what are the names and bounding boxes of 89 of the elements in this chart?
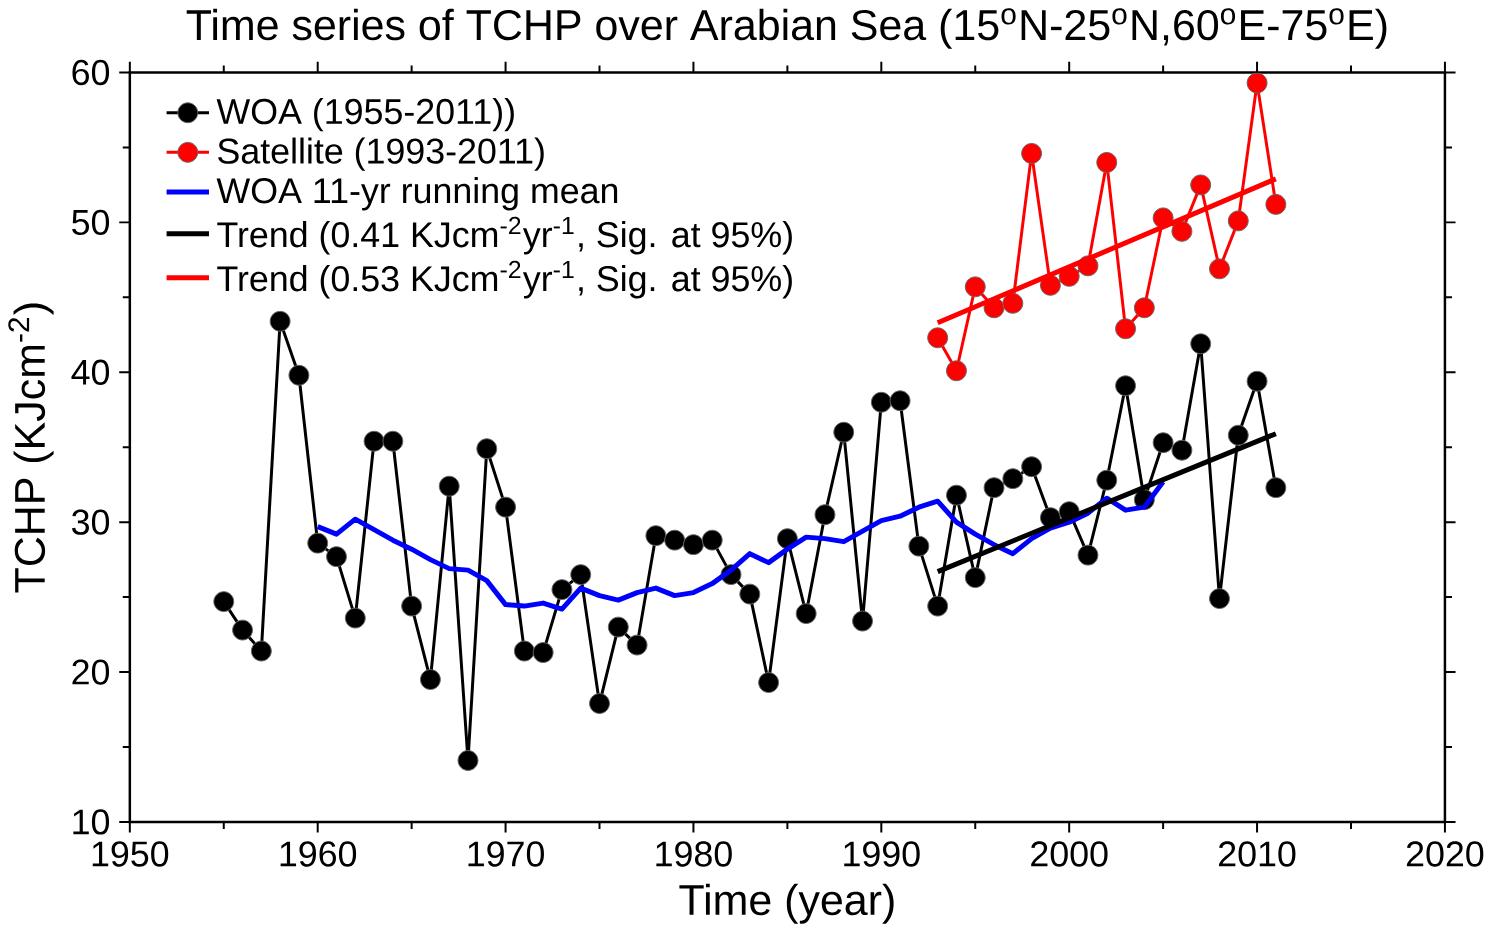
point [833, 421, 855, 443]
x-tick-label: 1980 [656, 841, 732, 867]
point [1190, 174, 1212, 196]
point [664, 529, 686, 551]
point [964, 567, 986, 589]
point [250, 640, 272, 662]
point [1246, 370, 1268, 392]
x-tick-label: 1960 [280, 841, 357, 867]
x-tick-label: 2000 [1031, 841, 1108, 867]
point [1021, 142, 1043, 164]
point [946, 360, 967, 382]
point [326, 546, 347, 568]
point [307, 532, 329, 554]
point [1190, 333, 1212, 355]
point [683, 534, 704, 556]
point [232, 619, 253, 641]
point [889, 390, 911, 412]
point [1209, 258, 1230, 280]
x-axis-title: Time (year) [679, 883, 894, 924]
point [927, 327, 949, 349]
legend-label: Satellite (1993-2011) [218, 137, 544, 171]
point [1171, 439, 1193, 461]
y-tick-label: 20 [72, 659, 110, 685]
x-tick-label: 2010 [1219, 841, 1296, 867]
point [1039, 274, 1061, 296]
point [401, 595, 423, 617]
y-tick-label: 30 [72, 509, 110, 535]
point [1152, 432, 1174, 454]
point [701, 529, 723, 551]
point [908, 535, 930, 557]
point [870, 391, 892, 413]
point [1077, 544, 1099, 566]
point [1115, 318, 1136, 340]
legend-label: WOA 11-yr running mean [216, 177, 618, 211]
point [1115, 375, 1136, 397]
x-tick-label: 1990 [844, 841, 920, 867]
point [213, 591, 235, 613]
x-tick-label: 1950 [92, 841, 169, 867]
point [1227, 424, 1249, 446]
legend-label: WOA (1955-2011)) [216, 97, 514, 132]
chart-title: Time series of TCHP over Arabian Sea (15$^{o}$N-25$^{o}$N,60$^{o}$E-75$^{o}$E) [186, 8, 1387, 49]
y-tick-label: 50 [72, 209, 110, 236]
line-series [315, 479, 1166, 612]
point [1265, 477, 1287, 499]
point [739, 583, 761, 605]
y-tick-label: 60 [72, 59, 110, 86]
point [607, 616, 629, 638]
point [626, 634, 648, 656]
point [363, 430, 385, 452]
point [1096, 469, 1118, 491]
point [645, 525, 667, 547]
point [1171, 220, 1193, 242]
point [1002, 468, 1024, 490]
x-tick-label: 1970 [468, 841, 544, 867]
point [927, 595, 949, 617]
point [964, 276, 986, 298]
point [589, 693, 610, 714]
y-tick-label: 40 [71, 359, 110, 385]
point [1265, 193, 1287, 215]
legend-label: Trend (0.53 KJcm$^{-2}$yr$^{-1}$, Sig. at 95%) [217, 260, 792, 299]
point [814, 504, 836, 526]
point [570, 564, 592, 586]
point [513, 640, 535, 662]
point [1227, 210, 1249, 232]
point [758, 672, 780, 693]
point [382, 430, 404, 452]
point [344, 607, 366, 629]
point [852, 610, 873, 632]
point [1021, 456, 1043, 478]
y-tick-label: 10 [73, 809, 110, 835]
point [795, 603, 817, 625]
legend-label: Trend (0.41 KJcm$^{-2}$yr$^{-1}$, Sig. at 95%) [217, 216, 792, 255]
point [1209, 588, 1230, 610]
point [457, 750, 479, 771]
point [288, 364, 310, 386]
x-tick-label: 2020 [1406, 841, 1484, 867]
point [1096, 151, 1118, 173]
point [551, 579, 573, 601]
y-axis-title: TCHP (KJcm$^{-2}$) [8, 303, 54, 593]
point [946, 484, 967, 506]
point [476, 438, 498, 460]
point [1133, 297, 1155, 319]
point [438, 475, 460, 497]
point [1002, 292, 1024, 314]
point [495, 496, 517, 518]
point [983, 477, 1005, 499]
point [419, 669, 441, 690]
point [532, 642, 554, 663]
point [269, 310, 291, 332]
